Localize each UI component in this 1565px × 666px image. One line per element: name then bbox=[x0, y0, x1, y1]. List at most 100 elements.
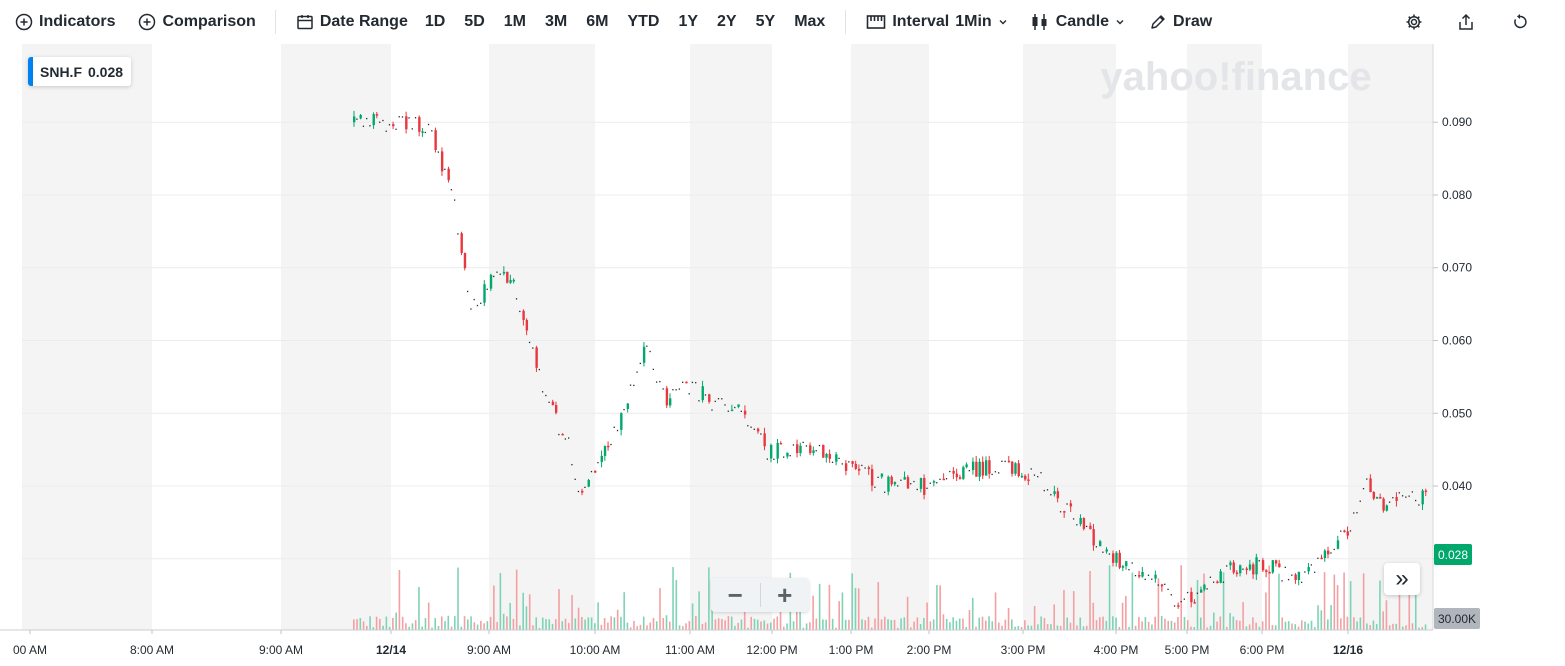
candle-body bbox=[1141, 571, 1144, 577]
volume-bar bbox=[1278, 573, 1280, 630]
y-tick-label: 0.080 bbox=[1442, 188, 1472, 202]
current-price-tag: 0.028 bbox=[1434, 544, 1472, 565]
volume-bar bbox=[998, 622, 1000, 630]
draw-button[interactable]: Draw bbox=[1149, 13, 1212, 31]
candle-body bbox=[1274, 560, 1278, 564]
candle-doji bbox=[1059, 511, 1062, 513]
volume-bar bbox=[962, 618, 964, 630]
volume-bar bbox=[695, 616, 697, 630]
candle-body bbox=[1346, 531, 1349, 536]
volume-bar bbox=[1323, 572, 1326, 630]
volume-bar bbox=[913, 621, 915, 630]
candle-body bbox=[1372, 491, 1376, 499]
range-1d-button[interactable]: 1D bbox=[424, 13, 446, 30]
candle-doji bbox=[1001, 460, 1003, 462]
interval-button[interactable]: Interval 1Min bbox=[866, 13, 1007, 31]
zoom-in-button[interactable]: + bbox=[777, 579, 793, 610]
range-ytd-button[interactable]: YTD bbox=[627, 13, 660, 30]
volume-bar bbox=[1385, 600, 1388, 630]
scroll-to-latest-button[interactable]: » bbox=[1384, 563, 1420, 595]
volume-bar bbox=[890, 620, 893, 630]
volume-bar bbox=[1346, 616, 1349, 630]
candle-doji bbox=[760, 433, 762, 435]
share-button[interactable] bbox=[1457, 13, 1475, 31]
candle-body bbox=[796, 444, 799, 454]
volume-bar bbox=[1421, 627, 1424, 630]
range-1y-button[interactable]: 1Y bbox=[678, 13, 699, 30]
range-max-button[interactable]: Max bbox=[794, 13, 826, 30]
volume-bar bbox=[486, 621, 489, 630]
indicators-button[interactable]: Indicators bbox=[15, 13, 115, 31]
candle-body bbox=[1232, 562, 1235, 573]
candle-body bbox=[769, 444, 773, 459]
candle-body bbox=[1118, 552, 1121, 568]
reset-button[interactable] bbox=[1511, 13, 1529, 31]
settings-button[interactable] bbox=[1405, 13, 1423, 31]
volume-bar bbox=[1222, 572, 1225, 630]
volume-bar bbox=[1310, 620, 1313, 630]
volume-bar bbox=[506, 616, 508, 630]
candle-doji bbox=[1310, 564, 1313, 566]
range-6m-button[interactable]: 6M bbox=[586, 13, 609, 30]
volume-bar bbox=[375, 616, 378, 630]
range-1m-button[interactable]: 1M bbox=[503, 13, 526, 30]
volume-bar bbox=[721, 618, 723, 630]
candle-body bbox=[942, 478, 946, 481]
comparison-button[interactable]: Comparison bbox=[138, 13, 256, 31]
candle-doji bbox=[369, 125, 371, 127]
candle-doji bbox=[528, 341, 531, 344]
candle-doji bbox=[577, 490, 580, 493]
volume-bar bbox=[1281, 617, 1284, 630]
volume-bar bbox=[356, 619, 358, 630]
candle-doji bbox=[1183, 598, 1185, 600]
volume-bar bbox=[659, 588, 661, 630]
range-5d-button[interactable]: 5D bbox=[464, 13, 485, 30]
candle-body bbox=[1395, 497, 1398, 501]
price-chart[interactable]: yahoo!finance 0.090 0.080 0.070 0.060 0.050 0… bbox=[0, 44, 1565, 666]
volume-bar bbox=[887, 619, 889, 630]
volume-bar bbox=[1209, 625, 1212, 630]
zoom-out-button[interactable]: − bbox=[727, 579, 743, 610]
volume-bar bbox=[584, 619, 586, 630]
volume-bar bbox=[1300, 620, 1303, 630]
volume-bar bbox=[1248, 624, 1251, 630]
volume-bar bbox=[440, 616, 443, 630]
candle-doji bbox=[724, 404, 726, 406]
volume-bar bbox=[711, 609, 713, 630]
range-5y-button[interactable]: 5Y bbox=[755, 13, 776, 30]
volume-bar bbox=[476, 624, 479, 630]
volume-bar bbox=[867, 616, 870, 630]
volume-bar bbox=[369, 616, 371, 630]
candle-body bbox=[1255, 557, 1258, 575]
volume-bar bbox=[812, 595, 814, 630]
volume-bar bbox=[493, 585, 495, 630]
volume-bar bbox=[792, 621, 795, 630]
volume-bar bbox=[737, 622, 739, 630]
date-range-button[interactable]: Date Range bbox=[296, 13, 408, 31]
candle-doji bbox=[1313, 571, 1316, 573]
volume-bar bbox=[828, 584, 831, 630]
range-2y-button[interactable]: 2Y bbox=[717, 13, 737, 30]
candle-body bbox=[786, 452, 789, 457]
volume-bar bbox=[655, 621, 658, 630]
volume-bar bbox=[952, 617, 954, 630]
volume-bar bbox=[1353, 617, 1355, 630]
chart-type-button[interactable]: Candle bbox=[1030, 12, 1125, 32]
candle-body bbox=[975, 461, 978, 477]
range-3m-button[interactable]: 3M bbox=[544, 13, 568, 30]
volume-bar bbox=[1069, 622, 1072, 630]
volume-bar bbox=[1408, 567, 1411, 630]
candle-body bbox=[1336, 540, 1340, 549]
volume-bar bbox=[701, 623, 704, 630]
symbol-legend[interactable]: SNH.F 0.028 bbox=[28, 57, 132, 86]
x-tick-label: 00 AM bbox=[13, 643, 47, 657]
volume-bar bbox=[897, 627, 899, 630]
candle-body bbox=[535, 347, 538, 368]
candle-body bbox=[581, 490, 584, 493]
candle-doji bbox=[493, 275, 495, 278]
candle-doji bbox=[408, 117, 410, 119]
volume-bar bbox=[574, 618, 577, 630]
volume-bar bbox=[626, 622, 629, 630]
volume-bar bbox=[398, 570, 401, 630]
volume-bar bbox=[424, 618, 427, 630]
